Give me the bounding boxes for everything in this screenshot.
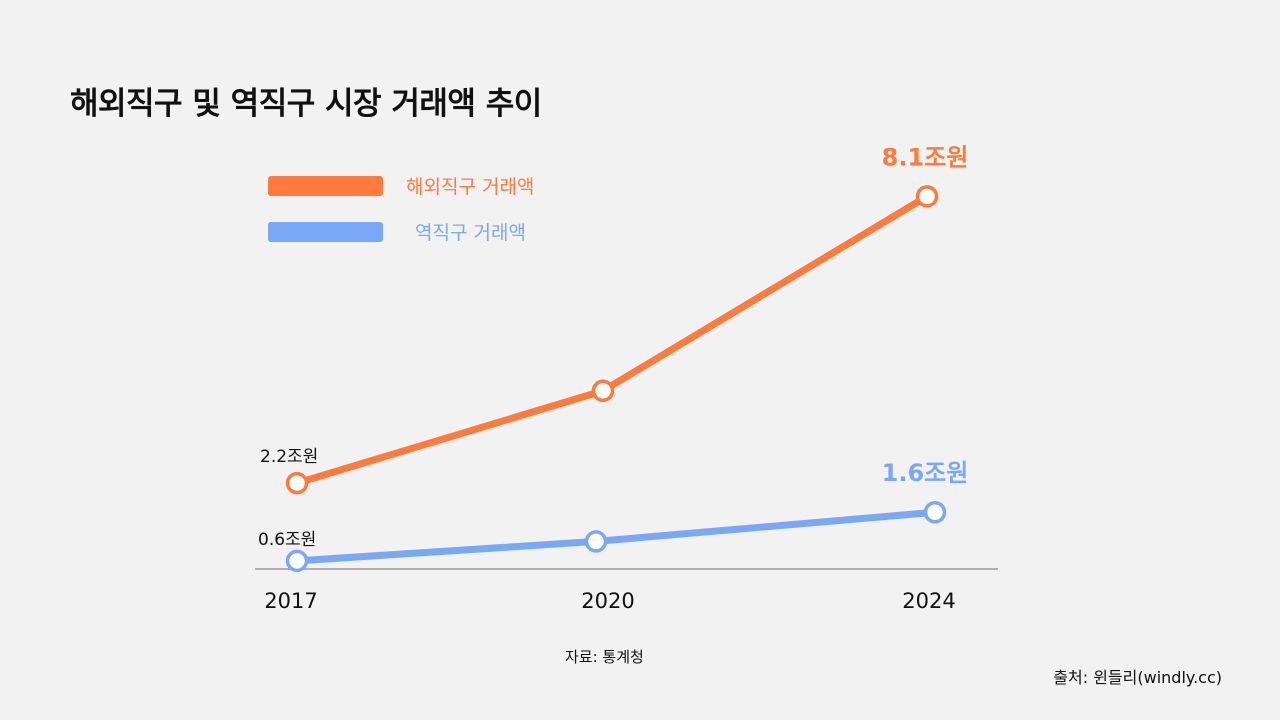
data-label-reverse-2024: 1.6조원 (882, 459, 969, 487)
legend-swatch-overseas (268, 176, 383, 196)
series-line-overseas (293, 192, 931, 487)
data-point-reverse-2020 (584, 530, 608, 553)
x-tick-label-2024: 2024 (902, 589, 955, 613)
legend-label-reverse: 역직구 거래액 (415, 222, 526, 244)
data-source-note: 자료: 통계청 (565, 648, 644, 666)
chart-title: 해외직구 및 역직구 시장 거래액 추이 (70, 86, 542, 122)
data-point-reverse-2017 (285, 549, 309, 573)
data-point-overseas-2017 (285, 471, 309, 495)
x-tick-label-2020: 2020 (581, 589, 634, 613)
x-tick-label-2017: 2017 (264, 589, 317, 613)
series-line-reverse (293, 508, 939, 565)
credit-note: 출처: 윈들리(windly.cc) (1053, 668, 1222, 687)
data-label-reverse-2017: 0.6조원 (258, 530, 316, 550)
data-point-reverse-2024 (923, 500, 947, 524)
legend-label-overseas: 해외직구 거래액 (406, 176, 534, 198)
data-label-overseas-2024: 8.1조원 (882, 143, 969, 171)
legend-swatch-reverse (268, 222, 383, 242)
data-point-overseas-2024 (915, 185, 939, 208)
data-point-overseas-2020 (591, 379, 615, 402)
data-label-overseas-2017: 2.2조원 (260, 447, 318, 467)
